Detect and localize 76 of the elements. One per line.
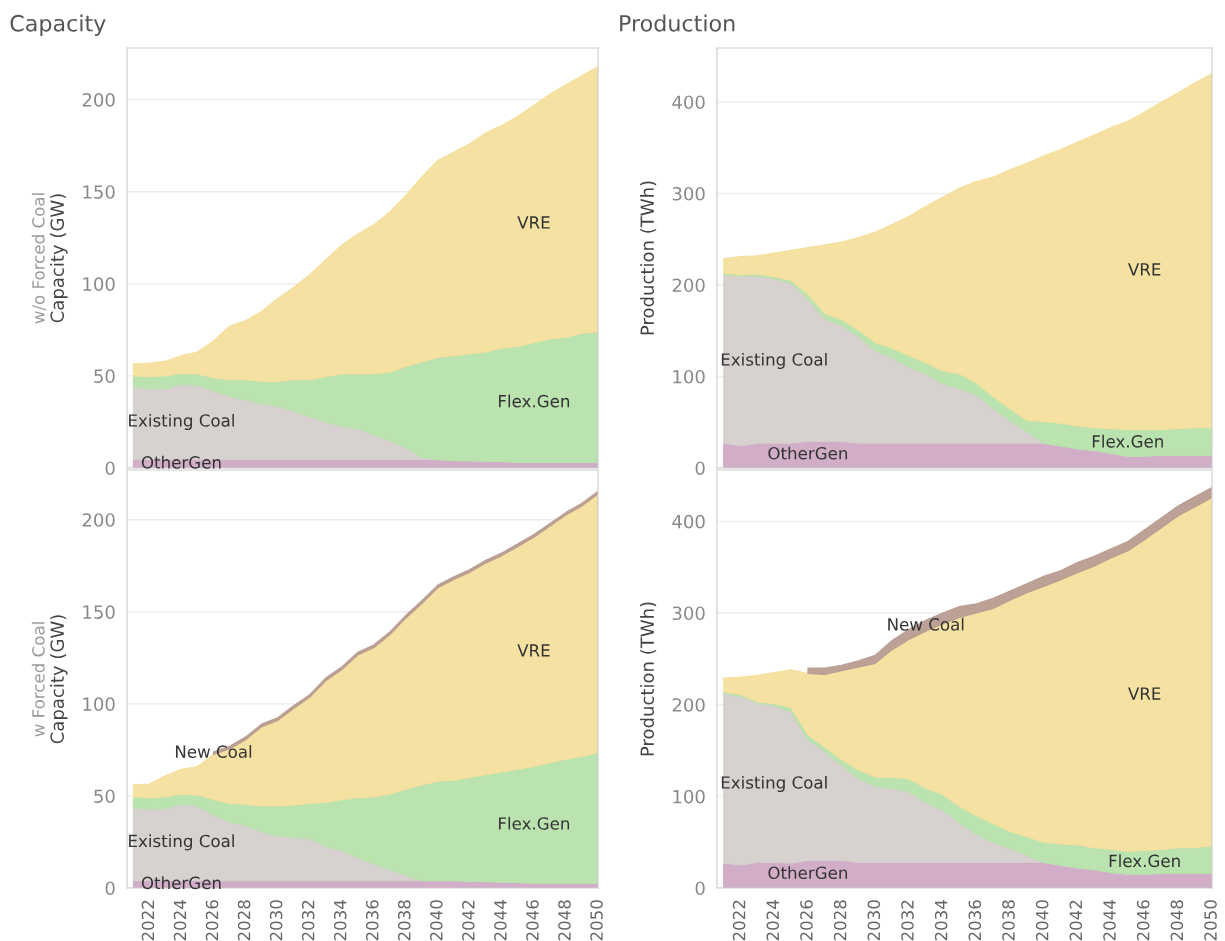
y-tick-label: 50	[94, 789, 115, 804]
y-tick-label: 200	[82, 513, 115, 527]
series-label: VRE	[517, 644, 550, 657]
y-tick-label: 200	[82, 93, 115, 107]
x-tick-label: 2042	[462, 900, 475, 941]
y-tick-label: 200	[672, 698, 705, 712]
y-tick-label: 100	[83, 697, 115, 711]
y-tick-label: 400	[672, 514, 705, 529]
y-axis-title: Production (TWh)	[640, 181, 657, 335]
series-label: Existing Coal	[129, 834, 234, 851]
x-tick-label: 2040	[1035, 900, 1049, 941]
x-tick-label: 2048	[1170, 900, 1184, 941]
y-tick-label: 100	[673, 789, 705, 804]
y-axis-title: Capacity (GW)	[50, 615, 68, 744]
series-label: New Coal	[888, 617, 964, 631]
x-tick-label: 2036	[968, 900, 982, 941]
x-tick-label: 2044	[494, 900, 507, 941]
x-tick-label: 2042	[1069, 900, 1083, 941]
series-label: Flex.Gen	[1092, 434, 1163, 448]
x-tick-label: 2046	[1136, 900, 1150, 941]
y-tick-label: 0	[105, 461, 115, 476]
series-label: Flex.Gen	[499, 816, 570, 830]
x-tick-label: 2026	[205, 900, 219, 941]
y-tick-label: 0	[695, 461, 705, 476]
y-tick-label: 0	[105, 881, 115, 896]
series-label: Flex.Gen	[1109, 854, 1180, 868]
x-tick-label: 2038	[1002, 900, 1015, 941]
x-tick-label: 2032	[901, 900, 914, 941]
series-label: Existing Coal	[721, 352, 827, 370]
series-label: New Coal	[175, 745, 252, 758]
x-tick-label: 2040	[430, 900, 443, 941]
x-tick-label: 2024	[173, 900, 187, 941]
series-label: OtherGen	[141, 876, 221, 890]
series-label: OtherGen	[141, 455, 221, 469]
x-tick-label: 2036	[365, 900, 379, 941]
y-tick-label: 200	[672, 278, 705, 293]
x-tick-label: 2048	[558, 900, 571, 941]
x-tick-label: 2038	[397, 900, 411, 941]
y-tick-label: 400	[672, 95, 705, 110]
x-tick-label: 2026	[800, 900, 813, 941]
y-tick-label: 50	[94, 369, 115, 384]
y-tick-label: 100	[673, 369, 705, 384]
y-tick-label: 150	[83, 605, 115, 619]
series-label: OtherGen	[768, 446, 848, 460]
chart-title: Production	[620, 14, 735, 32]
series-label: VRE	[517, 216, 550, 229]
x-tick-label: 2030	[269, 900, 283, 941]
y-tick-label: 300	[672, 186, 705, 201]
x-tick-label: 2044	[1103, 900, 1116, 941]
x-tick-label: 2028	[833, 900, 847, 941]
chart-title: Capacity	[10, 14, 106, 36]
x-tick-label: 2034	[934, 900, 948, 941]
x-tick-label: 2034	[333, 900, 347, 941]
series-label: Existing Coal	[129, 413, 234, 431]
series-label: OtherGen	[768, 866, 848, 880]
series-label: Flex.Gen	[499, 394, 570, 408]
text: w Forced Coal	[31, 622, 45, 737]
y-tick-label: 0	[695, 881, 705, 896]
y-tick-label: 100	[83, 277, 115, 291]
x-tick-label: 2028	[237, 900, 251, 941]
x-tick-label: 2024	[766, 900, 780, 941]
x-tick-label: 2050	[590, 900, 603, 941]
x-tick-label: 2050	[1204, 900, 1217, 941]
x-tick-label: 2022	[141, 900, 155, 941]
series-label: VRE	[1128, 263, 1161, 276]
x-tick-label: 2022	[732, 900, 746, 941]
y-tick-label: 300	[672, 606, 705, 621]
series-label: Existing Coal	[721, 775, 827, 793]
y-axis-title: Capacity (GW)	[50, 194, 68, 323]
text: w/o Forced Coal	[31, 193, 47, 324]
x-tick-label: 2030	[867, 900, 881, 941]
y-axis-title: Production (TWh)	[640, 602, 657, 756]
x-tick-label: 2046	[526, 900, 539, 941]
y-tick-label: 150	[83, 185, 115, 199]
x-tick-label: 2032	[301, 900, 315, 941]
series-label: VRE	[1128, 687, 1161, 700]
